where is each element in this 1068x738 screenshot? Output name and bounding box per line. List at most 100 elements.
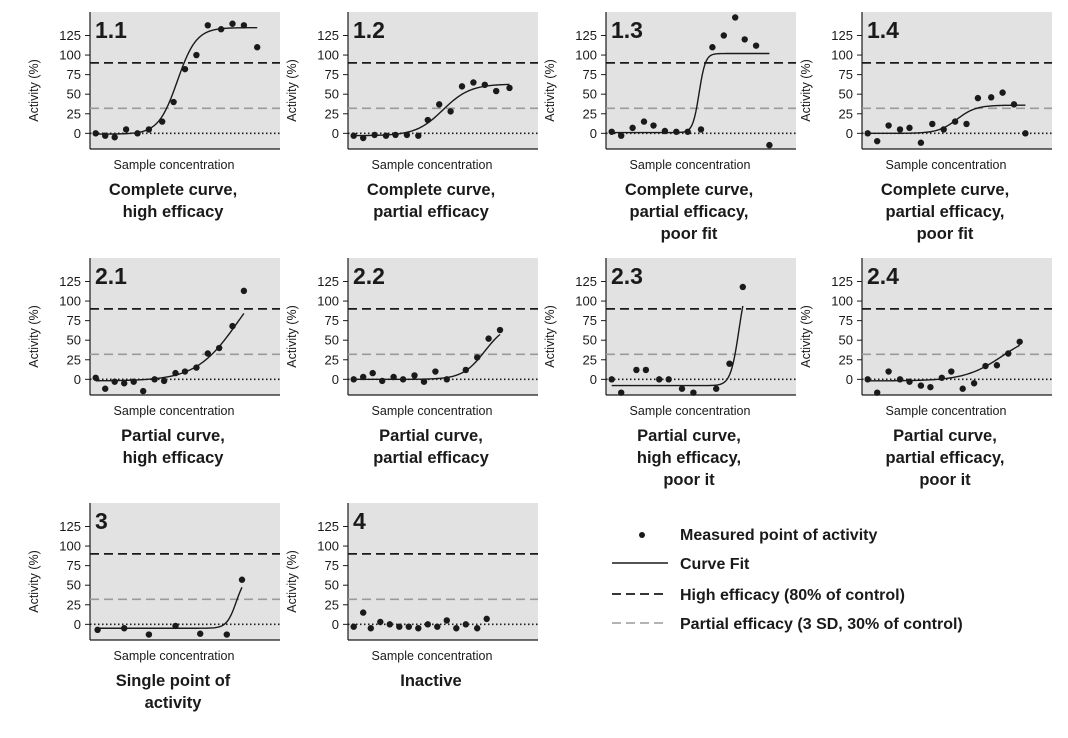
y-tick-label: 125: [831, 274, 853, 289]
data-point: [360, 373, 367, 381]
data-point: [399, 376, 407, 383]
data-point: [481, 81, 488, 89]
y-tick-label: 75: [583, 313, 597, 328]
y-tick-label: 25: [583, 352, 597, 367]
y-tick-label: 50: [67, 87, 81, 102]
data-point: [665, 376, 672, 383]
panel-1-2: 0 25 50 75 100 125 Activity (%) Sample concentr…: [285, 12, 538, 221]
panel-title-line: Partial curve,: [637, 427, 741, 445]
data-point: [134, 130, 141, 137]
panel-title-line: Complete curve,: [881, 181, 1009, 199]
panel-2-1: 0 25 50 75 100 125 Activity (%) Sample concentr…: [27, 258, 280, 467]
y-tick-label: 0: [74, 617, 81, 632]
y-tick-label: 125: [317, 28, 339, 43]
data-point: [204, 22, 211, 29]
legend-label: Measured point of activity: [680, 527, 877, 544]
y-tick-label: 100: [831, 294, 853, 309]
data-point: [193, 364, 200, 371]
data-point: [974, 94, 982, 102]
y-tick-label: 25: [839, 106, 853, 121]
y-tick-label: 50: [583, 87, 597, 102]
panel-title-line: Complete curve,: [625, 181, 753, 199]
y-tick-label: 50: [67, 333, 81, 348]
data-point: [917, 139, 925, 146]
legend-item-dash-gray: Partial efficacy (3 SD, 30% of control): [612, 616, 963, 633]
curve-fit: [867, 104, 1026, 135]
panel-title-line: poor it: [663, 471, 715, 489]
y-tick-label: 25: [67, 597, 81, 612]
data-point: [390, 373, 397, 381]
x-axis-label: Sample concentration: [630, 158, 751, 172]
data-point: [896, 376, 904, 383]
x-axis-label: Sample concentration: [372, 404, 493, 418]
panel-title-line: poor fit: [917, 225, 974, 243]
data-point: [111, 134, 118, 141]
y-axis-label: Activity (%): [543, 305, 557, 368]
plot-area: [90, 12, 280, 149]
curve-fit: [611, 305, 744, 387]
y-tick-label: 75: [583, 67, 597, 82]
plot-area: [862, 12, 1052, 149]
x-axis-label: Sample concentration: [630, 404, 751, 418]
x-axis-label: Sample concentration: [372, 158, 493, 172]
data-point: [151, 376, 158, 383]
data-point: [462, 366, 469, 374]
data-point: [121, 380, 128, 387]
data-point: [403, 131, 411, 139]
data-point: [121, 625, 128, 632]
panel-1-4: 0 25 50 75 100 125 Activity (%) Sample concentr…: [799, 12, 1052, 243]
data-point: [360, 609, 367, 616]
data-point: [739, 283, 746, 291]
data-point: [216, 344, 223, 352]
y-tick-label: 25: [325, 597, 339, 612]
y-tick-label: 125: [59, 28, 81, 43]
data-point: [181, 65, 189, 73]
data-point: [102, 132, 109, 139]
data-point: [415, 132, 422, 139]
legend-label: Partial efficacy (3 SD, 30% of control): [680, 616, 963, 633]
y-tick-label: 125: [59, 519, 81, 534]
plot-area: [348, 12, 538, 149]
y-tick-label: 25: [325, 352, 339, 367]
y-tick-label: 100: [575, 294, 597, 309]
panel-title-line: partial efficacy,: [630, 203, 749, 221]
legend-label: Curve Fit: [680, 556, 750, 573]
panel-2-3: 0 25 50 75 100 125 Activity (%) Sample concentr…: [543, 258, 796, 489]
data-point: [170, 98, 177, 106]
data-point: [436, 101, 443, 108]
panel-title-line: Partial curve,: [893, 427, 997, 445]
data-point: [732, 14, 739, 21]
y-tick-label: 25: [67, 352, 81, 367]
data-point: [122, 126, 130, 133]
data-point: [462, 621, 469, 628]
panel-title-line: activity: [145, 694, 203, 712]
data-point: [415, 625, 422, 632]
data-point: [159, 118, 166, 125]
data-point: [999, 89, 1006, 96]
y-tick-label: 125: [59, 274, 81, 289]
panel-title-line: Complete curve,: [109, 181, 237, 199]
panel-title-line: Partial curve,: [121, 427, 225, 445]
data-point: [959, 385, 966, 392]
data-point: [377, 618, 384, 626]
data-point: [193, 51, 200, 59]
data-point: [350, 623, 357, 630]
data-point: [172, 369, 179, 377]
y-tick-label: 100: [317, 294, 339, 309]
panel-title-line: Inactive: [400, 672, 461, 690]
y-tick-label: 50: [325, 87, 339, 102]
data-point: [752, 42, 760, 49]
data-point: [379, 377, 386, 385]
y-tick-label: 0: [74, 372, 81, 387]
panel-title-line: partial efficacy,: [886, 449, 1005, 467]
data-point: [111, 378, 118, 385]
data-point: [656, 376, 663, 383]
y-tick-label: 0: [74, 126, 81, 141]
data-point: [929, 120, 936, 128]
panel-1-3: 0 25 50 75 100 125 Activity (%) Sample concentr…: [543, 12, 796, 243]
y-tick-label: 50: [583, 333, 597, 348]
data-point: [386, 621, 393, 628]
panel-title-line: partial efficacy,: [886, 203, 1005, 221]
y-axis-label: Activity (%): [27, 59, 41, 122]
